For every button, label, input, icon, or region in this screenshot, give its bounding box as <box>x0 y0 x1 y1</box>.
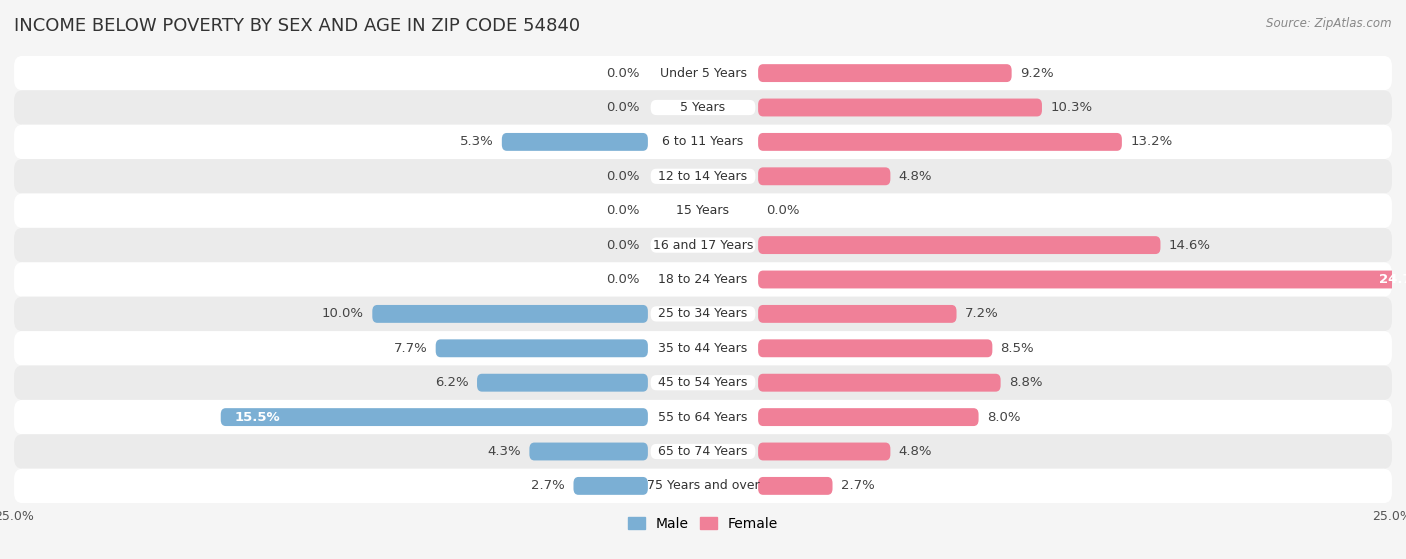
FancyBboxPatch shape <box>651 238 755 253</box>
FancyBboxPatch shape <box>651 375 755 390</box>
Text: 2.7%: 2.7% <box>841 480 875 492</box>
Text: 0.0%: 0.0% <box>606 239 640 252</box>
FancyBboxPatch shape <box>14 366 1392 400</box>
Text: INCOME BELOW POVERTY BY SEX AND AGE IN ZIP CODE 54840: INCOME BELOW POVERTY BY SEX AND AGE IN Z… <box>14 17 581 35</box>
Text: 35 to 44 Years: 35 to 44 Years <box>658 342 748 355</box>
FancyBboxPatch shape <box>14 331 1392 366</box>
Text: 6.2%: 6.2% <box>434 376 468 389</box>
FancyBboxPatch shape <box>651 272 755 287</box>
FancyBboxPatch shape <box>14 159 1392 193</box>
FancyBboxPatch shape <box>14 125 1392 159</box>
FancyBboxPatch shape <box>14 91 1392 125</box>
FancyBboxPatch shape <box>14 193 1392 228</box>
FancyBboxPatch shape <box>502 133 648 151</box>
Text: 5.3%: 5.3% <box>460 135 494 148</box>
FancyBboxPatch shape <box>530 443 648 461</box>
FancyBboxPatch shape <box>14 262 1392 297</box>
FancyBboxPatch shape <box>14 56 1392 91</box>
Text: 0.0%: 0.0% <box>766 204 800 217</box>
FancyBboxPatch shape <box>14 228 1392 262</box>
FancyBboxPatch shape <box>651 306 755 321</box>
Text: 8.0%: 8.0% <box>987 411 1021 424</box>
FancyBboxPatch shape <box>436 339 648 357</box>
FancyBboxPatch shape <box>758 339 993 357</box>
Text: 15 Years: 15 Years <box>676 204 730 217</box>
FancyBboxPatch shape <box>758 271 1406 288</box>
Text: 0.0%: 0.0% <box>606 273 640 286</box>
Text: 0.0%: 0.0% <box>606 101 640 114</box>
Text: 65 to 74 Years: 65 to 74 Years <box>658 445 748 458</box>
Text: 10.0%: 10.0% <box>322 307 364 320</box>
FancyBboxPatch shape <box>373 305 648 323</box>
FancyBboxPatch shape <box>14 468 1392 503</box>
Text: 15.5%: 15.5% <box>235 411 280 424</box>
Text: 9.2%: 9.2% <box>1019 67 1053 79</box>
FancyBboxPatch shape <box>758 374 1001 392</box>
FancyBboxPatch shape <box>651 444 755 459</box>
Text: 4.3%: 4.3% <box>488 445 522 458</box>
Text: 0.0%: 0.0% <box>606 67 640 79</box>
FancyBboxPatch shape <box>14 297 1392 331</box>
FancyBboxPatch shape <box>758 236 1160 254</box>
Text: 13.2%: 13.2% <box>1130 135 1173 148</box>
FancyBboxPatch shape <box>651 203 755 219</box>
FancyBboxPatch shape <box>651 340 755 356</box>
Text: 0.0%: 0.0% <box>606 204 640 217</box>
Text: 7.7%: 7.7% <box>394 342 427 355</box>
Text: 7.2%: 7.2% <box>965 307 998 320</box>
Text: 5 Years: 5 Years <box>681 101 725 114</box>
FancyBboxPatch shape <box>758 443 890 461</box>
Text: 6 to 11 Years: 6 to 11 Years <box>662 135 744 148</box>
FancyBboxPatch shape <box>651 65 755 80</box>
Text: Under 5 Years: Under 5 Years <box>659 67 747 79</box>
FancyBboxPatch shape <box>651 134 755 149</box>
FancyBboxPatch shape <box>651 100 755 115</box>
Text: Source: ZipAtlas.com: Source: ZipAtlas.com <box>1267 17 1392 30</box>
FancyBboxPatch shape <box>758 133 1122 151</box>
FancyBboxPatch shape <box>758 98 1042 116</box>
Text: 8.5%: 8.5% <box>1001 342 1035 355</box>
Text: 45 to 54 Years: 45 to 54 Years <box>658 376 748 389</box>
FancyBboxPatch shape <box>14 434 1392 468</box>
FancyBboxPatch shape <box>758 64 1012 82</box>
FancyBboxPatch shape <box>651 479 755 494</box>
Text: 75 Years and over: 75 Years and over <box>647 480 759 492</box>
Text: 4.8%: 4.8% <box>898 445 932 458</box>
Text: 24.7%: 24.7% <box>1379 273 1406 286</box>
FancyBboxPatch shape <box>477 374 648 392</box>
FancyBboxPatch shape <box>651 410 755 425</box>
Text: 2.7%: 2.7% <box>531 480 565 492</box>
FancyBboxPatch shape <box>14 400 1392 434</box>
Text: 12 to 14 Years: 12 to 14 Years <box>658 170 748 183</box>
FancyBboxPatch shape <box>221 408 648 426</box>
Text: 0.0%: 0.0% <box>606 170 640 183</box>
Legend: Male, Female: Male, Female <box>623 511 783 537</box>
Text: 18 to 24 Years: 18 to 24 Years <box>658 273 748 286</box>
FancyBboxPatch shape <box>758 305 956 323</box>
Text: 8.8%: 8.8% <box>1010 376 1042 389</box>
Text: 25 to 34 Years: 25 to 34 Years <box>658 307 748 320</box>
FancyBboxPatch shape <box>758 167 890 185</box>
Text: 14.6%: 14.6% <box>1168 239 1211 252</box>
FancyBboxPatch shape <box>758 408 979 426</box>
Text: 16 and 17 Years: 16 and 17 Years <box>652 239 754 252</box>
Text: 55 to 64 Years: 55 to 64 Years <box>658 411 748 424</box>
Text: 10.3%: 10.3% <box>1050 101 1092 114</box>
FancyBboxPatch shape <box>758 477 832 495</box>
FancyBboxPatch shape <box>574 477 648 495</box>
Text: 4.8%: 4.8% <box>898 170 932 183</box>
FancyBboxPatch shape <box>651 169 755 184</box>
